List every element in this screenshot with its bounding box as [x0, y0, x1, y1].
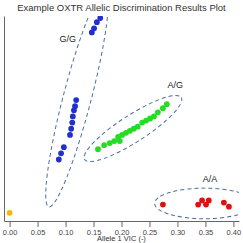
x-tick-mark	[149, 221, 150, 227]
x-tick-mark	[177, 221, 178, 227]
chart: 0.000.050.100.150.200.250.300.350.40G/GA…	[0, 0, 243, 243]
x-tick: 0.35	[199, 221, 214, 237]
x-tick-mark	[38, 221, 39, 227]
x-tick: 0.05	[31, 221, 46, 237]
x-tick-label: 0.05	[31, 228, 46, 237]
point	[73, 97, 79, 103]
cluster-label: A/G	[167, 80, 183, 90]
x-tick-label: 0.40	[227, 228, 242, 237]
cluster-outline	[77, 86, 188, 171]
cluster-outline	[155, 188, 239, 219]
x-tick-mark	[205, 221, 206, 227]
x-tick-mark	[122, 221, 123, 227]
point	[206, 198, 212, 204]
y-axis	[4, 17, 5, 222]
point	[135, 124, 141, 130]
series	[7, 210, 13, 216]
point	[68, 126, 74, 132]
x-tick: 0.40	[227, 221, 242, 237]
point	[155, 109, 161, 115]
point	[226, 204, 232, 210]
point	[221, 200, 227, 206]
point	[117, 138, 123, 144]
x-tick-label: 0.10	[59, 228, 74, 237]
x-tick: 0.10	[59, 221, 74, 237]
point	[71, 107, 77, 113]
point	[56, 157, 62, 163]
x-tick-mark	[94, 221, 95, 227]
point	[58, 150, 64, 156]
plot-area: 0.000.050.100.150.200.250.300.350.40G/GA…	[3, 0, 243, 237]
x-tick: 0.00	[3, 221, 18, 237]
x-tick-mark	[10, 221, 11, 227]
point	[67, 132, 73, 138]
point	[7, 210, 13, 216]
x-tick-mark	[233, 221, 234, 227]
marks	[7, 16, 239, 219]
point	[61, 144, 67, 150]
point	[69, 120, 75, 126]
x-tick: 0.30	[171, 221, 186, 237]
series	[160, 198, 232, 210]
series	[56, 16, 103, 162]
point	[164, 101, 170, 107]
series	[95, 101, 170, 152]
x-tick-label: 0.00	[3, 228, 18, 237]
y-axis-line	[4, 17, 5, 222]
point	[94, 19, 100, 25]
cluster-label: A/A	[203, 174, 218, 184]
point	[70, 114, 76, 120]
cluster-label: G/G	[60, 34, 77, 44]
point	[89, 30, 95, 36]
x-axis-title: Allele 1 VIC (-)	[97, 234, 146, 243]
point	[160, 202, 166, 208]
point	[101, 142, 107, 148]
title: Example OXTR Allelic Discrimination Resu…	[17, 2, 226, 13]
x-tick-mark	[66, 221, 67, 227]
cluster-outline	[35, 16, 119, 210]
x-tick-label: 0.30	[171, 228, 186, 237]
x-tick-label: 0.35	[199, 228, 214, 237]
point	[95, 146, 101, 152]
